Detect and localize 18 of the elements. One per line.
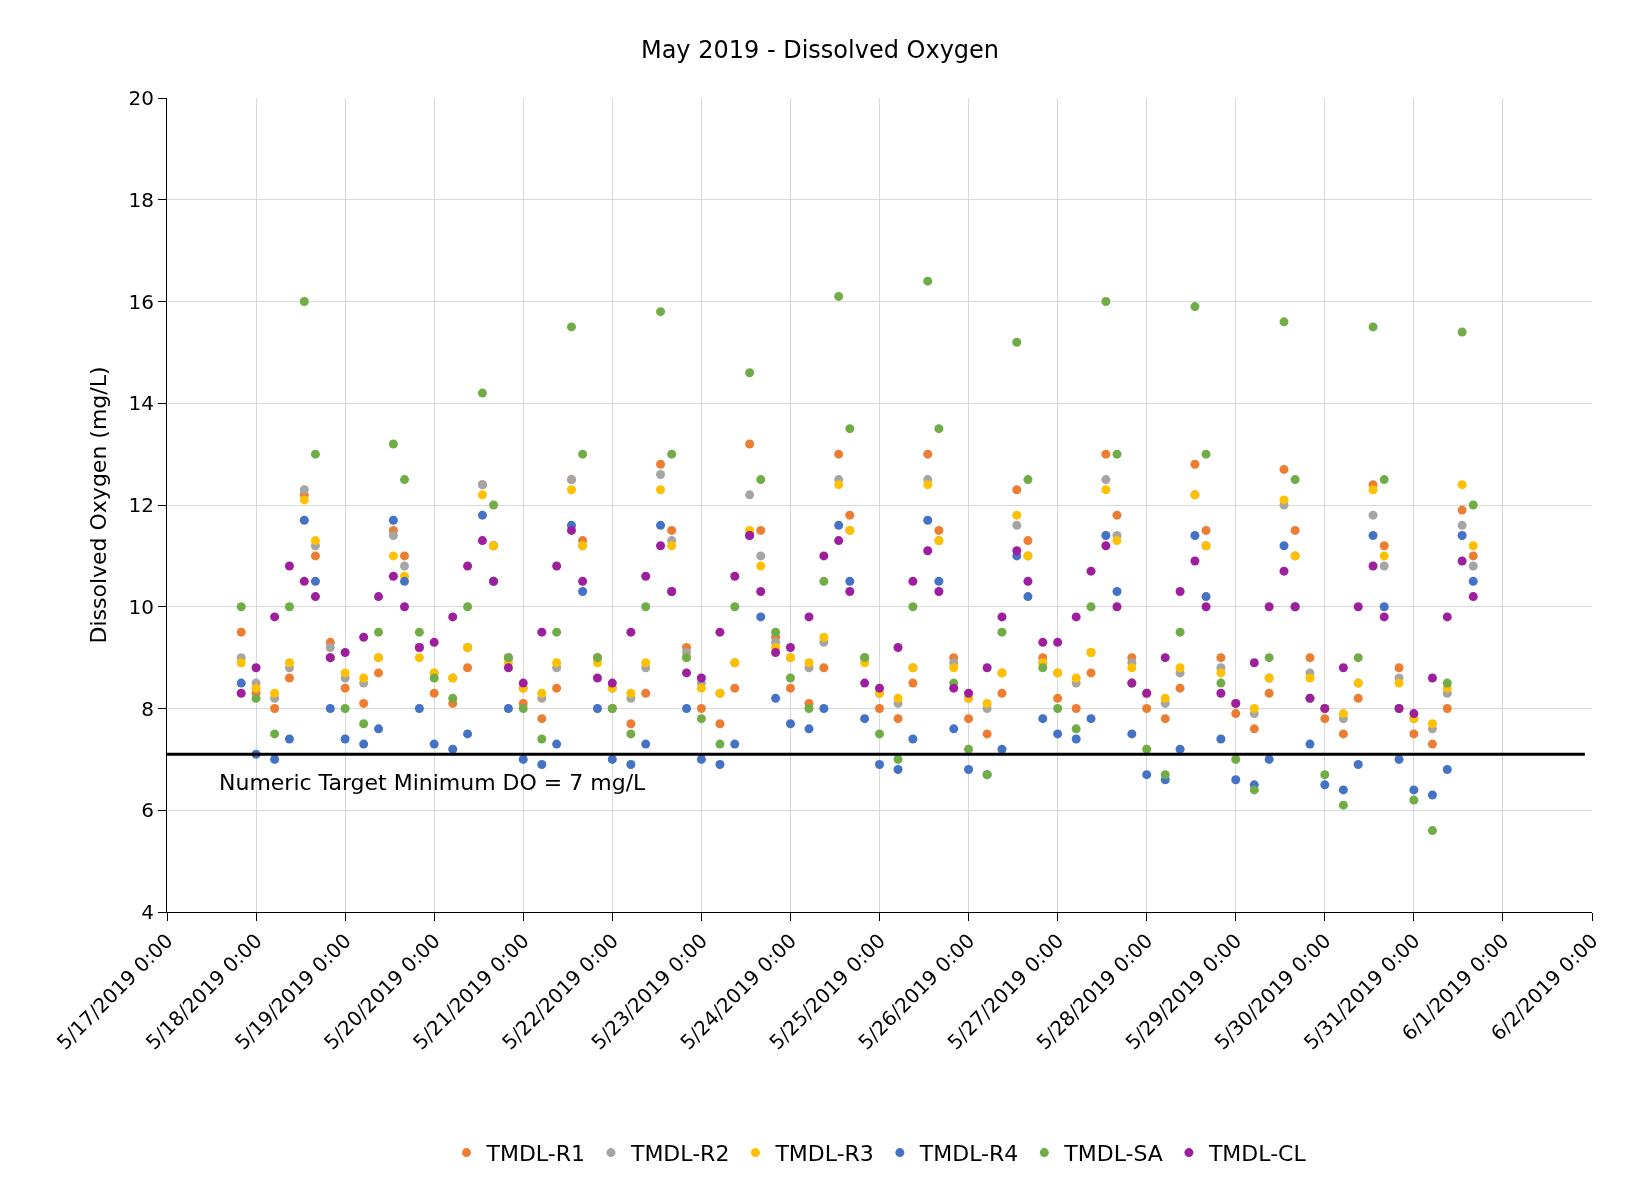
y-tick-label: 20: [128, 86, 154, 110]
y-tick-label: 12: [128, 493, 154, 517]
y-tick-label: 8: [141, 696, 154, 721]
legend-label: TMDL-R2: [629, 1141, 730, 1167]
y-tick-label: 6: [141, 798, 154, 823]
legend-label: TMDL-R1: [485, 1141, 585, 1167]
y-tick-label: 14: [128, 391, 154, 416]
y-tick-label: 16: [128, 289, 154, 314]
legend-label: TMDL-CL: [1207, 1141, 1307, 1167]
y-axis-title: Dissolved Oxygen (mg/L): [86, 366, 112, 644]
y-tick-label: 18: [128, 187, 154, 212]
legend-label: TMDL-SA: [1063, 1141, 1163, 1167]
legend-label: TMDL-R3: [774, 1141, 874, 1167]
legend-label: TMDL-R4: [918, 1141, 1019, 1167]
chart-title: May 2019 - Dissolved Oxygen: [640, 36, 1000, 65]
ref-line-label: Numeric Target Minimum DO = 7 mg/L: [219, 770, 647, 795]
y-tick-label: 10: [128, 594, 154, 619]
y-tick-label: 4: [141, 900, 154, 924]
